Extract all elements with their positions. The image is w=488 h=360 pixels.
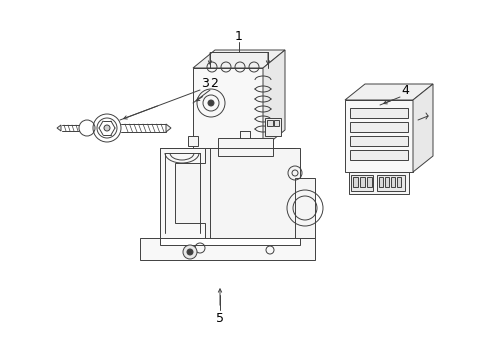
Bar — [384, 177, 388, 187]
Circle shape — [186, 249, 193, 255]
Bar — [396, 177, 400, 187]
Bar — [266, 120, 272, 126]
Bar — [349, 122, 407, 132]
Polygon shape — [165, 124, 171, 132]
Bar — [273, 120, 279, 126]
Bar — [352, 177, 357, 187]
Polygon shape — [294, 178, 314, 238]
Polygon shape — [345, 84, 432, 100]
Polygon shape — [412, 84, 432, 172]
Bar — [350, 175, 372, 191]
Text: 4: 4 — [400, 84, 408, 96]
Bar — [225, 150, 231, 158]
Text: 3: 3 — [201, 77, 208, 90]
Bar — [366, 177, 371, 187]
Bar — [264, 118, 281, 136]
Circle shape — [207, 100, 214, 106]
Bar — [160, 148, 299, 238]
Bar — [349, 150, 407, 160]
Polygon shape — [140, 238, 314, 260]
Bar — [218, 150, 224, 158]
Bar — [376, 175, 404, 191]
Circle shape — [183, 245, 197, 259]
Polygon shape — [57, 125, 61, 131]
Polygon shape — [160, 148, 204, 238]
Bar — [215, 148, 243, 162]
Bar — [345, 100, 412, 172]
Polygon shape — [263, 50, 285, 148]
Text: 2: 2 — [210, 77, 218, 90]
Bar — [378, 177, 382, 187]
Text: 1: 1 — [235, 30, 243, 42]
Circle shape — [104, 125, 110, 131]
Bar — [349, 136, 407, 146]
Bar — [193, 68, 263, 148]
Bar — [234, 150, 240, 158]
Bar — [187, 136, 198, 146]
Polygon shape — [193, 50, 285, 68]
Bar — [348, 172, 408, 194]
Bar — [218, 138, 272, 156]
Bar — [359, 177, 364, 187]
Text: 5: 5 — [216, 311, 224, 324]
Bar — [349, 108, 407, 118]
Bar — [390, 177, 394, 187]
